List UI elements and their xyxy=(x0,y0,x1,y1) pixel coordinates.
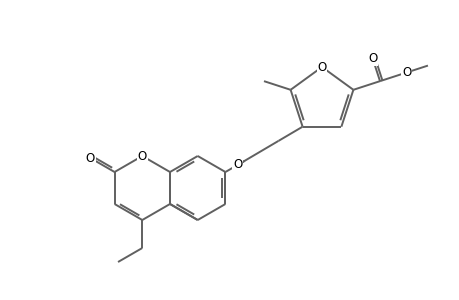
Text: O: O xyxy=(85,152,95,164)
Text: O: O xyxy=(367,52,376,65)
Text: O: O xyxy=(232,158,241,172)
Text: O: O xyxy=(317,61,326,74)
Text: O: O xyxy=(137,149,146,163)
Text: O: O xyxy=(401,66,410,79)
